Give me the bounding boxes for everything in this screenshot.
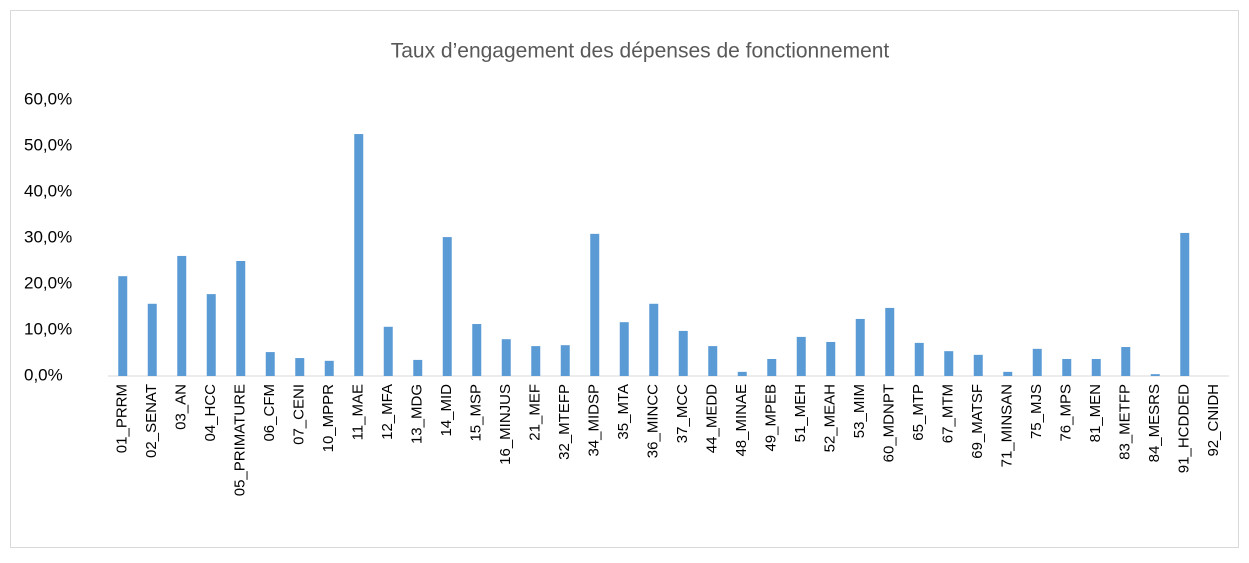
x-tick-label: 76_MPS: [1058, 384, 1075, 442]
bar: [678, 330, 688, 376]
x-tick-label: 52_MEAH: [822, 384, 839, 452]
x-tick-label: 32_MTEFP: [556, 384, 573, 460]
chart-title: Taux d’engagement des dépenses de foncti…: [391, 40, 890, 63]
chart-frame: [10, 10, 1239, 548]
bar: [944, 351, 954, 376]
bar: [472, 324, 482, 376]
bar: [147, 303, 157, 376]
x-tick-label: 12_MFA: [379, 384, 396, 440]
bar: [1032, 348, 1042, 376]
x-tick-label: 01_PRRM: [114, 384, 131, 453]
bar: [413, 359, 423, 376]
x-tick-label: 06_CFM: [261, 384, 278, 442]
x-tick-label: 44_MEDD: [704, 384, 721, 453]
y-tick-label: 50,0%: [24, 135, 72, 154]
bar: [531, 346, 541, 376]
bar: [973, 354, 983, 376]
bar: [619, 322, 629, 376]
y-tick-label: 20,0%: [24, 273, 72, 292]
x-tick-label: 60_MDNPT: [881, 384, 898, 462]
x-tick-label: 35_MTA: [615, 384, 632, 440]
y-tick-label: 60,0%: [24, 89, 72, 108]
y-tick-label: 0,0%: [24, 365, 63, 384]
x-tick-label: 13_MDG: [409, 384, 426, 444]
bar: [1062, 358, 1072, 376]
x-tick-label: 71_MINSAN: [999, 384, 1016, 467]
x-tick-label: 07_CENI: [291, 384, 308, 445]
bar: [767, 358, 777, 376]
bar: [708, 346, 718, 376]
bar: [796, 336, 806, 376]
bar: [560, 345, 570, 376]
x-tick-label: 91_HCDDED: [1176, 384, 1193, 473]
x-tick-label: 84_MESRS: [1146, 384, 1163, 462]
x-tick-label: 81_MEN: [1087, 384, 1104, 442]
bar: [501, 339, 511, 376]
x-tick-label: 92_CNIDH: [1205, 384, 1222, 457]
x-tick-label: 75_MJS: [1028, 384, 1045, 439]
x-tick-label: 16_MINJUS: [497, 384, 514, 465]
x-tick-label: 51_MEH: [792, 384, 809, 442]
y-tick-label: 10,0%: [24, 319, 72, 338]
x-tick-label: 53_MIM: [851, 384, 868, 438]
x-tick-label: 34_MIDSP: [586, 384, 603, 457]
x-tick-label: 04_HCC: [202, 384, 219, 442]
x-tick-label: 37_MCC: [674, 384, 691, 443]
bar: [118, 276, 128, 376]
bar: [737, 371, 747, 376]
x-tick-label: 21_MEF: [527, 384, 544, 441]
x-tick-label: 10_MPPR: [320, 384, 337, 453]
bar: [206, 294, 216, 376]
bar: [885, 307, 895, 376]
y-tick-label: 30,0%: [24, 227, 72, 246]
bar: [590, 233, 600, 376]
x-tick-label: 36_MINCC: [645, 384, 662, 458]
bar: [1091, 358, 1101, 376]
bar: [354, 134, 364, 376]
x-tick-label: 03_AN: [173, 384, 190, 430]
x-tick-label: 14_MID: [438, 384, 455, 437]
bar: [1121, 347, 1131, 376]
x-tick-label: 05_PRIMATURE: [232, 384, 249, 496]
bar: [855, 318, 865, 376]
bar: [1150, 374, 1160, 376]
x-tick-label: 83_METFP: [1117, 384, 1134, 460]
bar: [442, 237, 452, 376]
bar: [826, 341, 836, 376]
x-tick-label: 65_MTP: [910, 384, 927, 441]
x-tick-label: 49_MPEB: [763, 384, 780, 452]
x-tick-label: 48_MINAE: [733, 384, 750, 457]
x-tick-label: 67_MTM: [940, 384, 957, 443]
x-tick-label: 02_SENAT: [143, 384, 160, 458]
y-tick-label: 40,0%: [24, 181, 72, 200]
bar: [383, 326, 393, 376]
x-tick-label: 11_MAE: [350, 384, 367, 440]
bar: [914, 342, 924, 376]
bar: [177, 255, 187, 376]
bar: [1180, 232, 1190, 376]
bar: [236, 261, 246, 376]
bar: [295, 358, 305, 376]
bar: [1003, 371, 1013, 376]
bar: [649, 303, 659, 376]
bar: [324, 360, 334, 376]
bar: [265, 352, 275, 376]
x-tick-label: 15_MSP: [468, 384, 485, 442]
x-tick-label: 69_MATSF: [969, 384, 986, 459]
